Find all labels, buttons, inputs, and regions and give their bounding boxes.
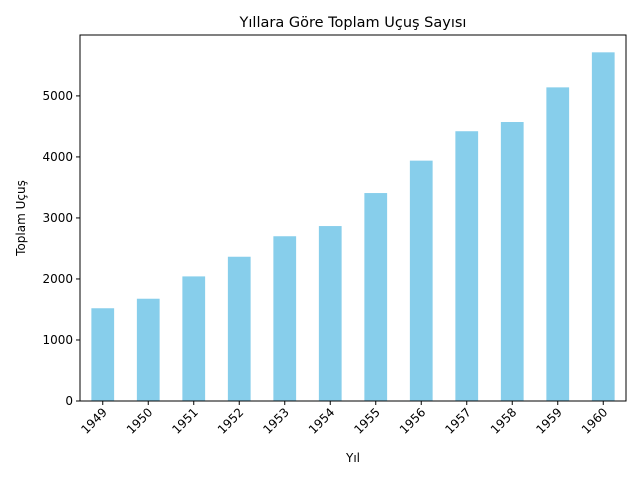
x-tick-label: 1952 [215,405,246,436]
bar-1953 [273,236,297,401]
bar-1957 [455,131,479,402]
y-tick-label: 1000 [42,333,73,347]
bar-1949 [91,308,115,401]
bar-1954 [318,226,342,401]
x-tick-label: 1950 [124,405,155,436]
chart-title: Yıllara Göre Toplam Uçuş Sayısı [239,15,467,31]
y-tick-label: 4000 [42,150,73,164]
bar-1950 [136,298,160,401]
y-axis-ticks: 0 1000 2000 3000 4000 5000 [42,89,80,408]
y-tick-label: 5000 [42,89,73,103]
x-tick-label: 1959 [533,405,564,436]
x-tick-label: 1951 [169,405,200,436]
x-tick-label: 1960 [579,405,610,436]
bar-1958 [500,122,524,401]
x-tick-label: 1955 [351,405,382,436]
bar-1951 [182,276,206,401]
bar-1959 [546,87,570,401]
x-tick-label: 1954 [306,405,337,436]
bar-1955 [364,193,388,401]
y-tick-label: 3000 [42,211,73,225]
x-tick-label: 1958 [488,405,519,436]
bar-1960 [591,52,615,402]
y-tick-label: 0 [65,394,73,408]
plot-frame [79,34,627,402]
bar-1956 [409,160,433,401]
bars-group [91,52,615,402]
y-axis-label: Toplam Uçuş [14,180,28,257]
x-tick-label: 1956 [397,405,428,436]
x-axis-ticks: 1949 1950 1951 1952 1953 1954 1955 1956 1957 1958… [78,401,610,437]
x-tick-label: 1953 [260,405,291,436]
x-tick-label: 1949 [78,405,109,436]
x-tick-label: 1957 [442,405,473,436]
bar-1952 [227,256,251,401]
x-axis-label: Yıl [345,451,360,465]
y-tick-label: 2000 [42,272,73,286]
